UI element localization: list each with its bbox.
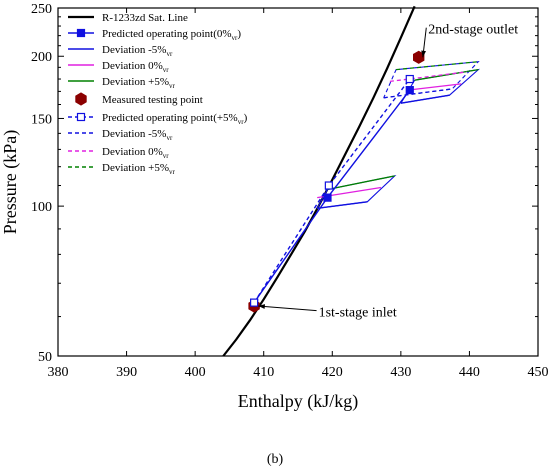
legend-label: R-1233zd Sat. Line [102,12,188,24]
legend-label: Deviation 0%vr [102,146,169,160]
y-tick-label: 150 [31,112,52,127]
axes: 380 390 400 410 420 430 440 450 50 100 150 200 250 En… [0,2,549,412]
deviation-outline [383,61,480,99]
x-tick-label: 420 [322,365,343,380]
legend-label: Predicted operating point(0%vr) [102,28,241,42]
legend-marker [76,28,86,38]
deviation-line [327,175,395,191]
x-axis-title: Enthalpy (kJ/kg) [238,391,358,412]
annotation-label: 1st-stage inlet [319,306,397,321]
plot-data [222,5,481,357]
operating-point [324,181,333,190]
figure-caption: (b) [266,452,284,467]
operating-point [405,74,414,84]
y-tick-label: 200 [31,50,52,65]
y-tick-label: 250 [31,2,52,17]
legend-label: Deviation 0%vr [102,60,169,74]
legend-marker [75,92,87,106]
deviation-line [383,88,453,99]
x-tick-label: 430 [390,365,411,380]
y-tick-label: 50 [38,350,52,365]
annotation-arrowhead [258,304,265,309]
operating-point [250,298,259,307]
legend-label: Deviation -5%vr [102,44,173,58]
legend: Predicted operating point(0%vr) Deviation… [68,12,248,176]
y-axis-title: Pressure (kPa) [0,130,21,234]
y-tick-label: 100 [31,200,52,215]
legend-marker [76,112,86,122]
legend-label: Predicted operating point(+5%vr) [102,112,248,126]
deviation-line [400,94,450,104]
x-tick-label: 450 [528,365,549,380]
plot-area [58,8,538,356]
annotations: 1st-stage inlet 2nd-stage outlet [258,23,518,321]
plot-frame [57,7,539,357]
deviation-line [389,71,467,83]
operating-point [405,86,414,95]
x-tick-label: 390 [116,365,137,380]
x-tick-label: 400 [185,365,206,380]
legend-label: Deviation +5%vr [102,76,176,90]
legend-label: Measured testing point [102,94,203,106]
annotation-arrowhead [421,50,426,58]
annotation-label: 2nd-stage outlet [428,23,518,38]
x-tick-label: 410 [253,365,274,380]
annotation-arrow [258,305,317,312]
x-tick-label: 380 [48,365,69,380]
deviation-line [317,201,368,209]
x-tick-label: 440 [459,365,480,380]
legend-label: Deviation -5%vr [102,128,173,142]
deviation-line [407,83,462,91]
operating-point [323,193,332,202]
legend-label: Deviation +5%vr [102,162,176,176]
